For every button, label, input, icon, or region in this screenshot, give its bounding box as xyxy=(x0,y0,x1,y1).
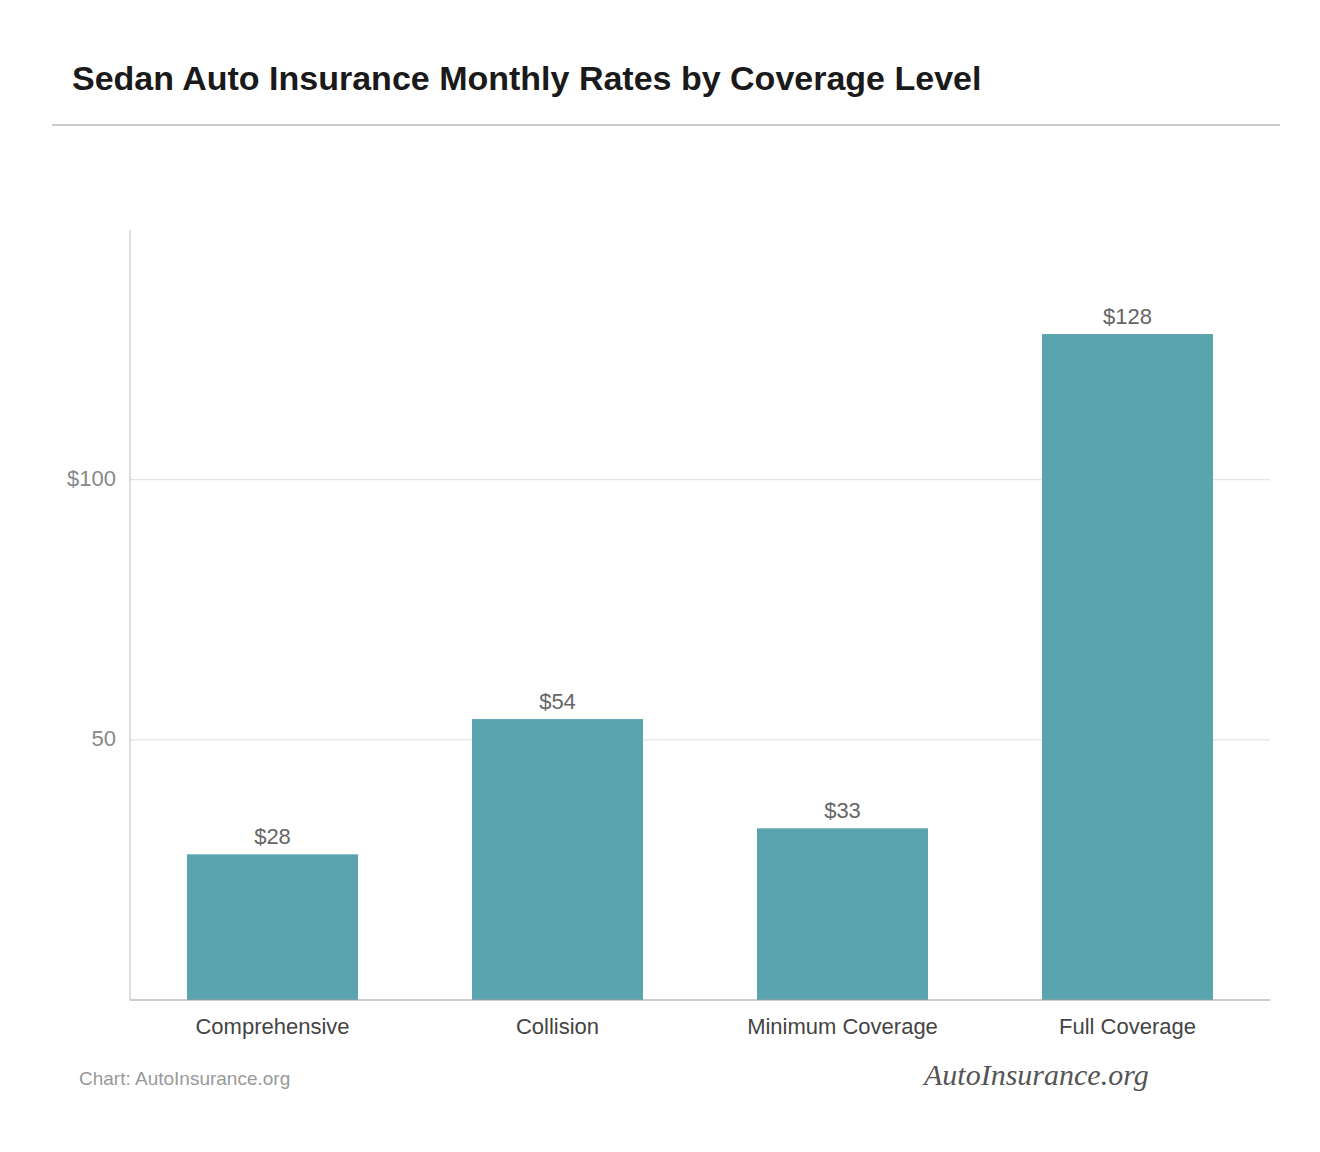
bars xyxy=(187,334,1213,1000)
footer-credit: Chart: AutoInsurance.org xyxy=(79,1068,290,1089)
bar xyxy=(1042,334,1213,1000)
data-label: $54 xyxy=(539,689,576,714)
x-axis-line xyxy=(130,999,1270,1000)
bar xyxy=(757,828,928,1000)
x-tick-label: Comprehensive xyxy=(195,1014,349,1039)
bar xyxy=(472,719,643,1000)
x-tick-label: Full Coverage xyxy=(1059,1014,1196,1039)
separator xyxy=(52,124,1280,126)
data-label: $28 xyxy=(254,824,291,849)
y-tick-label: $100 xyxy=(67,466,116,491)
bar xyxy=(187,854,358,1000)
title: Sedan Auto Insurance Monthly Rates by Co… xyxy=(72,59,981,97)
background xyxy=(0,0,1320,1152)
data-label: $128 xyxy=(1103,304,1152,329)
chart-svg: Sedan Auto Insurance Monthly Rates by Co… xyxy=(0,0,1320,1152)
x-tick-label: Collision xyxy=(516,1014,599,1039)
chart-container: Sedan Auto Insurance Monthly Rates by Co… xyxy=(0,0,1320,1152)
labels: $28 $54 $33 $128 xyxy=(254,304,1152,849)
footer-logo: AutoInsurance.org xyxy=(922,1058,1149,1091)
y-tick-label: 50 xyxy=(92,726,116,751)
x-tick-label: Minimum Coverage xyxy=(747,1014,938,1039)
y-axis-line xyxy=(130,230,131,1000)
data-label: $33 xyxy=(824,798,861,823)
